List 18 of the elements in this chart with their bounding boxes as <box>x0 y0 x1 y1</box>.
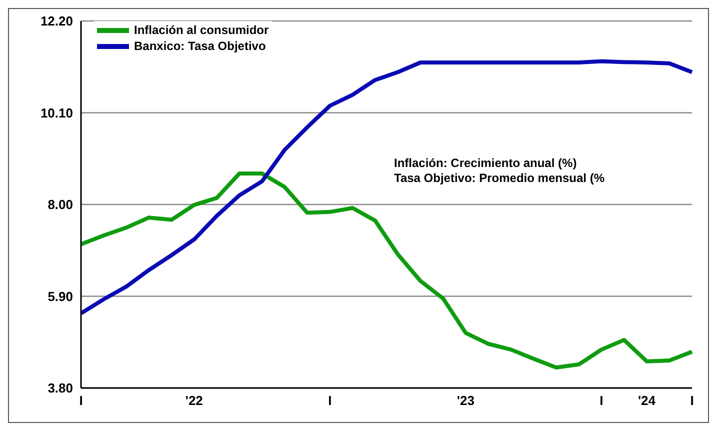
x-tick-label: I <box>600 393 604 408</box>
y-tick-label: 10.10 <box>40 105 73 120</box>
x-tick-label: I <box>690 393 694 408</box>
line-series <box>79 59 694 316</box>
legend-label: Banxico: Tasa Objetivo <box>134 38 266 54</box>
y-tick-label: 5.90 <box>48 288 73 304</box>
annotation: Inflación: Crecimiento anual (%) <box>394 156 578 171</box>
line-series <box>79 171 694 370</box>
y-tick-label: 3.80 <box>48 380 73 396</box>
y-tick-label: 12.20 <box>40 14 73 29</box>
annotation: Tasa Objetivo: Promedio mensual (% <box>394 171 604 186</box>
x-tick-label: '22 <box>185 393 203 408</box>
legend-label: Inflación al consumidor <box>134 22 269 38</box>
x-tick-label: '24 <box>638 393 656 408</box>
x-tick-label: '23 <box>456 393 474 408</box>
x-tick-label: I <box>79 393 83 408</box>
x-tick-label: I <box>328 393 332 408</box>
y-tick-label: 8.00 <box>48 197 73 212</box>
